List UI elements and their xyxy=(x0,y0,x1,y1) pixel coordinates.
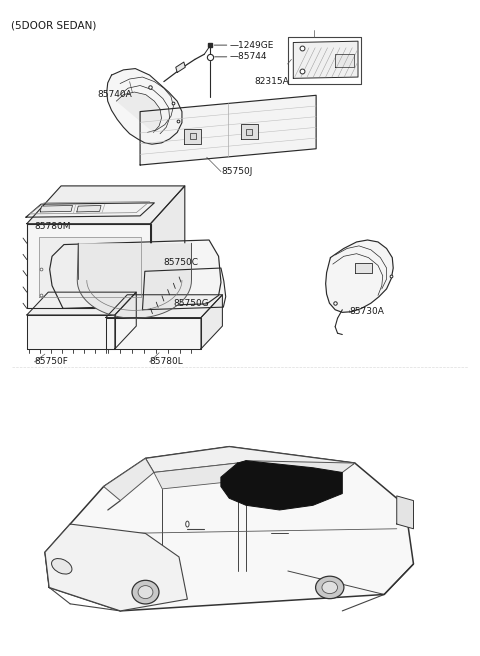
Polygon shape xyxy=(176,62,185,72)
Polygon shape xyxy=(40,205,72,212)
Ellipse shape xyxy=(51,558,72,574)
Polygon shape xyxy=(116,92,161,133)
Text: (5DOOR SEDAN): (5DOOR SEDAN) xyxy=(11,20,96,30)
Polygon shape xyxy=(115,292,136,349)
Text: 85750J: 85750J xyxy=(221,167,252,176)
Polygon shape xyxy=(293,41,358,78)
Polygon shape xyxy=(27,224,151,308)
Polygon shape xyxy=(27,315,115,349)
Text: 82315A: 82315A xyxy=(254,77,289,86)
Polygon shape xyxy=(201,295,222,349)
Text: 85780M: 85780M xyxy=(35,222,71,232)
Ellipse shape xyxy=(186,521,189,527)
Polygon shape xyxy=(151,186,185,308)
Polygon shape xyxy=(104,459,154,501)
Polygon shape xyxy=(325,240,393,312)
Polygon shape xyxy=(335,54,354,68)
Ellipse shape xyxy=(322,581,337,594)
Text: 85740A: 85740A xyxy=(97,90,132,99)
Polygon shape xyxy=(184,129,201,144)
Polygon shape xyxy=(39,237,141,297)
Text: 85750F: 85750F xyxy=(35,358,68,367)
Ellipse shape xyxy=(138,586,153,599)
Polygon shape xyxy=(27,186,185,224)
Polygon shape xyxy=(45,447,413,611)
Polygon shape xyxy=(107,69,182,144)
Text: 85780L: 85780L xyxy=(150,358,183,367)
Ellipse shape xyxy=(132,581,159,604)
Text: 85750C: 85750C xyxy=(164,258,199,267)
Polygon shape xyxy=(145,447,355,477)
Polygon shape xyxy=(26,203,155,217)
Polygon shape xyxy=(45,524,187,611)
Polygon shape xyxy=(229,461,246,482)
Polygon shape xyxy=(143,268,226,310)
Text: 85730A: 85730A xyxy=(349,307,384,316)
Polygon shape xyxy=(154,463,238,489)
Ellipse shape xyxy=(315,576,344,599)
Text: 85750G: 85750G xyxy=(173,298,209,308)
Text: 85771: 85771 xyxy=(307,49,336,58)
Polygon shape xyxy=(140,95,316,165)
Polygon shape xyxy=(27,292,136,315)
Polygon shape xyxy=(397,496,413,529)
Polygon shape xyxy=(221,461,342,510)
Polygon shape xyxy=(77,243,192,318)
Polygon shape xyxy=(106,295,222,318)
Text: —85744: —85744 xyxy=(229,52,267,62)
Polygon shape xyxy=(238,461,355,482)
Polygon shape xyxy=(77,205,101,212)
Polygon shape xyxy=(355,263,372,273)
Polygon shape xyxy=(240,124,258,139)
Polygon shape xyxy=(49,240,221,308)
Polygon shape xyxy=(106,318,201,349)
Text: —1249GE: —1249GE xyxy=(229,41,274,50)
